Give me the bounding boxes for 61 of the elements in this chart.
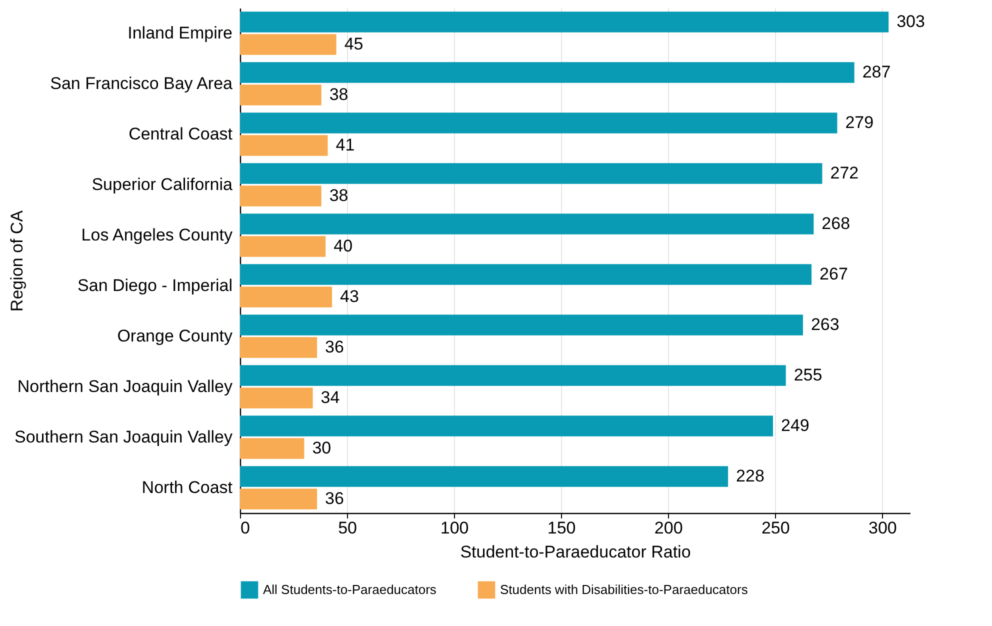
legend-label: All Students-to-Paraeducators bbox=[263, 582, 437, 597]
data-label: 249 bbox=[781, 416, 810, 435]
y-tick-label: Orange County bbox=[117, 326, 233, 346]
data-label: 36 bbox=[325, 338, 344, 356]
data-label: 34 bbox=[320, 388, 340, 407]
bar bbox=[240, 388, 313, 408]
data-label: 36 bbox=[325, 489, 344, 508]
y-tick-label: San Diego - Imperial bbox=[78, 276, 232, 295]
x-tick-label: 250 bbox=[761, 518, 790, 538]
data-label: 263 bbox=[810, 315, 840, 334]
data-label: 272 bbox=[830, 164, 859, 182]
data-label: 255 bbox=[794, 366, 822, 384]
bar bbox=[240, 186, 322, 206]
bar bbox=[240, 466, 728, 487]
y-tick-label: Los Angeles County bbox=[81, 225, 233, 244]
data-label: 267 bbox=[820, 264, 848, 284]
y-tick-label: Superior California bbox=[92, 174, 234, 194]
data-label: 45 bbox=[344, 34, 364, 54]
bar bbox=[240, 135, 328, 156]
bar bbox=[240, 236, 326, 257]
data-label: 268 bbox=[822, 214, 850, 233]
y-tick-label: Inland Empire bbox=[128, 23, 232, 42]
bar bbox=[240, 163, 822, 184]
bar bbox=[240, 112, 838, 134]
data-label: 38 bbox=[329, 186, 348, 205]
bar bbox=[240, 438, 304, 459]
bar bbox=[240, 337, 318, 358]
x-axis-title: Student-to-Paraeducator Ratio bbox=[460, 542, 691, 562]
data-label: 30 bbox=[312, 438, 332, 458]
y-axis-title: Region of CA bbox=[8, 210, 26, 312]
x-tick-label: 150 bbox=[547, 518, 576, 538]
data-label: 228 bbox=[736, 466, 764, 486]
y-tick-label: North Coast bbox=[142, 478, 233, 497]
bar bbox=[240, 286, 332, 308]
bar bbox=[240, 12, 889, 32]
data-label: 40 bbox=[334, 236, 353, 256]
x-tick-label: 300 bbox=[868, 518, 897, 538]
bar bbox=[240, 214, 814, 234]
x-tick-label: 100 bbox=[440, 518, 469, 538]
y-tick-label: San Francisco Bay Area bbox=[50, 74, 234, 93]
data-label: 38 bbox=[329, 85, 348, 104]
bar bbox=[240, 62, 854, 83]
x-tick-label: 50 bbox=[338, 518, 357, 538]
x-tick-label: 0 bbox=[240, 518, 250, 538]
y-tick-label: Northern San Joaquin Valley bbox=[17, 376, 233, 396]
data-label: 303 bbox=[896, 12, 925, 31]
legend-label: Students with Disabilities-to-Paraeducators bbox=[500, 582, 748, 597]
y-tick-label: Southern San Joaquin Valley bbox=[14, 427, 233, 446]
data-label: 287 bbox=[862, 62, 891, 82]
data-label: 43 bbox=[340, 287, 359, 306]
bar bbox=[240, 365, 786, 386]
bar bbox=[240, 264, 812, 285]
bar bbox=[240, 416, 774, 436]
x-tick-label: 200 bbox=[654, 518, 683, 538]
bar bbox=[240, 34, 336, 55]
bar bbox=[240, 488, 318, 510]
bar bbox=[240, 84, 322, 106]
data-label: 41 bbox=[336, 136, 355, 154]
y-tick-label: Central Coast bbox=[128, 124, 233, 144]
bar bbox=[240, 314, 803, 336]
data-label: 279 bbox=[845, 113, 874, 132]
